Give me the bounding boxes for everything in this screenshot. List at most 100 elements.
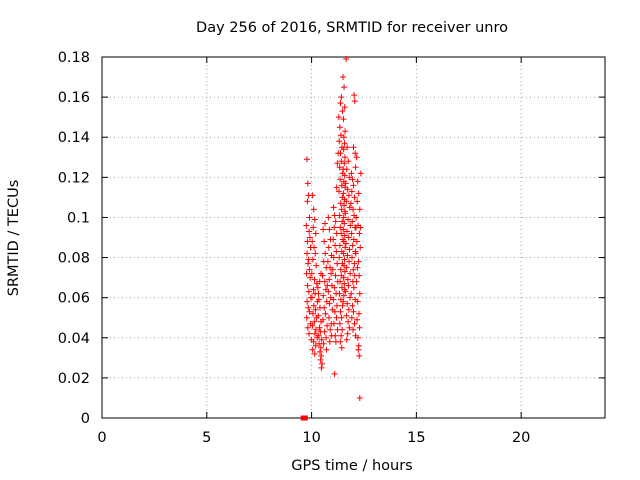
data-point — [345, 306, 352, 313]
data-point — [325, 314, 332, 321]
data-point — [356, 394, 363, 401]
data-point — [353, 214, 360, 221]
data-point — [341, 140, 348, 147]
data-point — [324, 258, 331, 265]
data-point — [343, 264, 350, 271]
data-point — [341, 172, 348, 179]
data-point — [307, 274, 314, 281]
data-point — [309, 256, 316, 263]
data-point — [341, 160, 348, 167]
data-point — [344, 228, 351, 235]
data-point — [341, 202, 348, 209]
data-point — [355, 310, 362, 317]
data-point — [330, 296, 337, 303]
data-point — [337, 200, 344, 207]
data-point — [310, 224, 317, 231]
data-point — [325, 214, 332, 221]
data-point — [349, 242, 356, 249]
data-point — [309, 346, 316, 353]
data-point — [354, 316, 361, 323]
data-series — [303, 56, 364, 401]
data-point — [351, 98, 358, 105]
data-point — [352, 164, 359, 171]
data-point — [340, 146, 347, 153]
data-point — [309, 294, 316, 301]
data-point — [341, 268, 348, 275]
data-point — [352, 250, 359, 257]
data-point — [351, 260, 358, 267]
data-point — [305, 260, 312, 267]
data-point — [324, 322, 331, 329]
data-point — [304, 198, 311, 205]
data-point — [340, 292, 347, 299]
data-point — [356, 206, 363, 213]
data-point — [347, 200, 354, 207]
data-point — [350, 144, 357, 151]
data-point — [348, 230, 355, 237]
data-point — [350, 308, 357, 315]
data-point — [336, 290, 343, 297]
data-point — [326, 276, 333, 283]
data-point — [347, 270, 354, 277]
data-point — [316, 278, 323, 285]
data-point — [315, 296, 322, 303]
data-point — [331, 370, 338, 377]
data-point — [306, 330, 313, 337]
data-point — [319, 272, 326, 279]
data-point — [336, 254, 343, 261]
data-point — [341, 232, 348, 239]
data-point — [348, 314, 355, 321]
data-point — [335, 114, 342, 121]
data-point — [338, 206, 345, 213]
data-point — [326, 226, 333, 233]
data-point — [317, 356, 324, 363]
data-point — [321, 304, 328, 311]
data-point — [336, 138, 343, 145]
data-point — [315, 312, 322, 319]
data-point — [306, 214, 313, 221]
data-point — [333, 302, 340, 309]
data-point — [316, 348, 323, 355]
data-point — [337, 338, 344, 345]
y-tick-label: 0.04 — [58, 331, 90, 347]
data-point — [340, 298, 347, 305]
data-point — [333, 248, 340, 255]
data-point — [315, 290, 322, 297]
data-point — [318, 336, 325, 343]
data-point — [338, 94, 345, 101]
data-point — [322, 250, 329, 257]
data-point — [344, 144, 351, 151]
data-point — [346, 204, 353, 211]
data-point — [320, 340, 327, 347]
data-point — [345, 192, 352, 199]
data-point — [344, 186, 351, 193]
data-point — [308, 270, 315, 277]
data-point — [310, 302, 317, 309]
data-point — [316, 324, 323, 331]
data-point — [357, 170, 364, 177]
data-point — [337, 150, 344, 157]
data-point — [304, 180, 311, 187]
y-tick-label: 0.02 — [58, 371, 90, 387]
data-point — [340, 250, 347, 257]
data-point — [320, 292, 327, 299]
data-point — [337, 100, 344, 107]
data-point — [340, 190, 347, 197]
data-point — [310, 338, 317, 345]
data-point — [339, 302, 346, 309]
data-point — [310, 310, 317, 317]
data-point — [356, 352, 363, 359]
data-point — [338, 182, 345, 189]
data-point — [356, 272, 363, 279]
data-point — [342, 210, 349, 217]
grid-lines — [102, 57, 605, 418]
data-point — [336, 212, 343, 219]
data-point — [312, 250, 319, 257]
data-point — [353, 154, 360, 161]
data-point — [336, 320, 343, 327]
data-point — [311, 330, 318, 337]
data-point — [325, 244, 332, 251]
data-point — [336, 164, 343, 171]
data-point — [309, 238, 316, 245]
data-point — [348, 188, 355, 195]
